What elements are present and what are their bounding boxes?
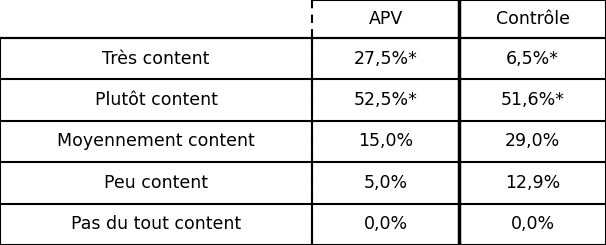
Text: Moyennement content: Moyennement content [57, 133, 255, 150]
Text: 12,9%: 12,9% [505, 174, 561, 192]
Text: 6,5%*: 6,5%* [506, 50, 559, 68]
Text: 5,0%: 5,0% [364, 174, 408, 192]
Text: 27,5%*: 27,5%* [354, 50, 418, 68]
Text: 0,0%: 0,0% [511, 215, 554, 233]
Text: 52,5%*: 52,5%* [354, 91, 418, 109]
Text: 15,0%: 15,0% [358, 133, 413, 150]
Text: Pas du tout content: Pas du tout content [71, 215, 241, 233]
Text: 0,0%: 0,0% [364, 215, 408, 233]
Text: 29,0%: 29,0% [505, 133, 561, 150]
Text: Contrôle: Contrôle [496, 10, 570, 28]
Text: APV: APV [368, 10, 403, 28]
Text: Peu content: Peu content [104, 174, 208, 192]
Text: 51,6%*: 51,6%* [501, 91, 565, 109]
Text: Très content: Très content [102, 50, 210, 68]
Text: Plutôt content: Plutôt content [95, 91, 218, 109]
